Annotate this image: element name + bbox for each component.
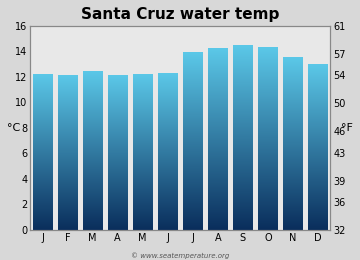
Y-axis label: °C: °C bbox=[7, 123, 20, 133]
Title: Santa Cruz water temp: Santa Cruz water temp bbox=[81, 7, 279, 22]
Text: © www.seatemperature.org: © www.seatemperature.org bbox=[131, 252, 229, 259]
Y-axis label: °F: °F bbox=[341, 123, 353, 133]
